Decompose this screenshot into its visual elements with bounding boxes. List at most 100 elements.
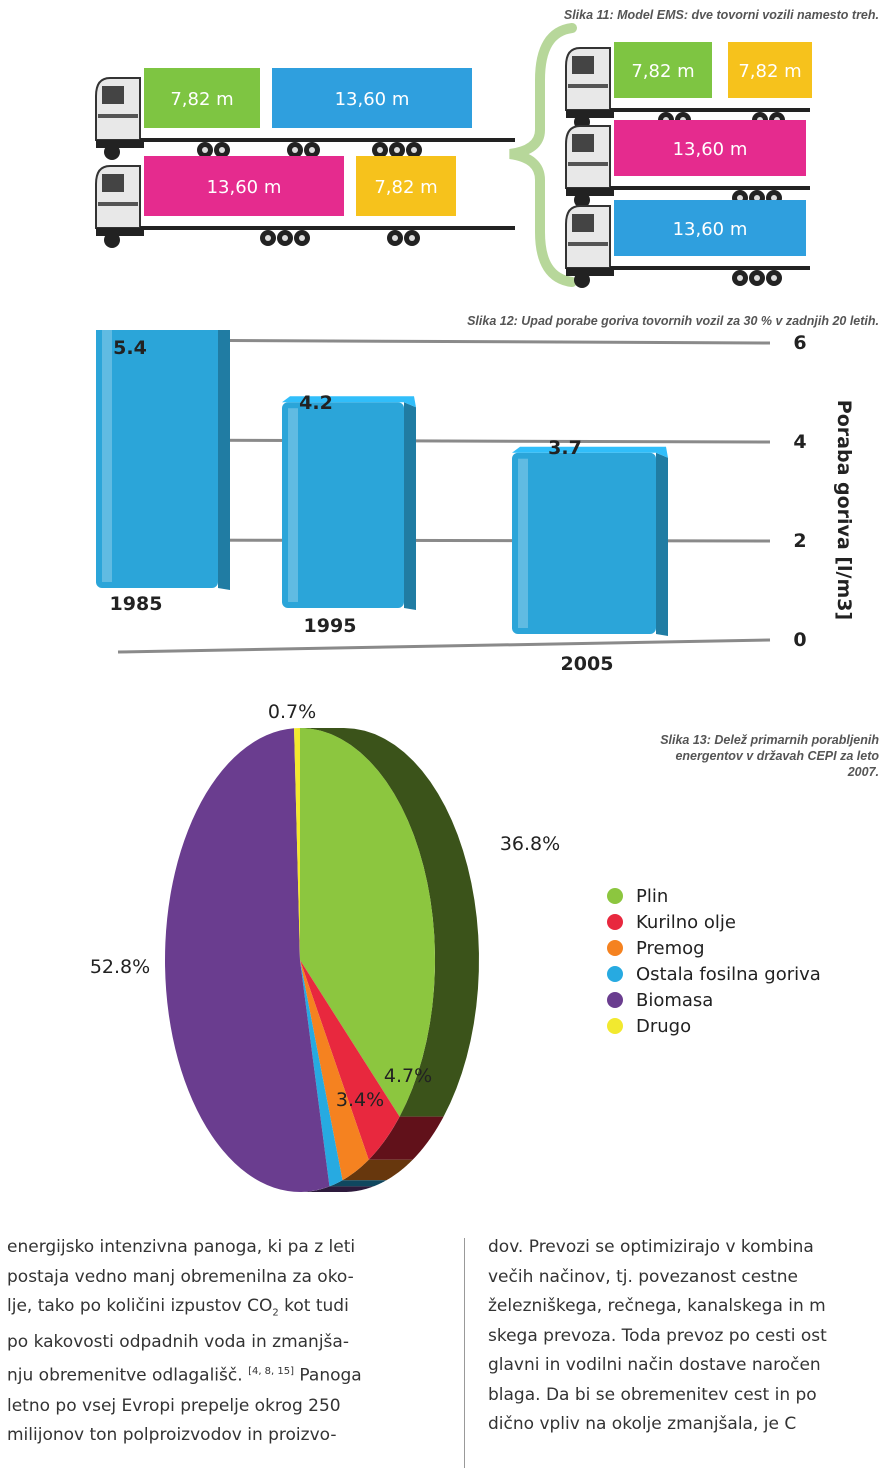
- figure-11-trucks-diagram: 7,82 m 13,60 m13,60 m 7,82 m7,82 m 7,82 m13…: [95, 23, 812, 288]
- figure-12-bar-chart: 0 2 4 6 Poraba goriva [l/m3] 5.4 1985 4.2 1995 3.…: [96, 330, 855, 675]
- text-line: skega prevoza. Toda prevoz po cesti ost: [488, 1325, 827, 1346]
- legend-marker: [607, 888, 623, 904]
- trailer-box: [144, 68, 260, 128]
- text-line: dično vpliv na okolje zmanjšala, je C: [488, 1414, 797, 1434]
- bar-side: [218, 330, 230, 590]
- wheel-hub: [754, 275, 760, 281]
- wheel: [104, 144, 120, 160]
- text-line: blaga. Da bi se obremenitev cest in po: [488, 1384, 817, 1405]
- pie-value-label: 3.4%: [336, 1089, 384, 1111]
- road-train: 7,82 m 13,60 m: [95, 68, 515, 160]
- bar-front: [512, 452, 656, 634]
- truck: 13,60 m: [565, 120, 810, 208]
- trailer-box: [356, 156, 456, 216]
- text-line: dov. Prevozi se optimizirajo v kombina: [488, 1237, 814, 1257]
- pie-slice: [300, 960, 400, 1160]
- x-category-label: 1995: [304, 615, 357, 637]
- pie-side: [300, 728, 479, 1117]
- legend-marker: [607, 914, 623, 930]
- figure-13-pie-chart: 36.8% 4.7%3.4% 52.8% 0.7% Plin Kurilno olje Pr…: [90, 701, 821, 1192]
- bar: [96, 330, 230, 590]
- bar-value-label: 5.4: [113, 337, 147, 359]
- body-text-left-column: energijsko intenzivna panoga, ki pa z le…: [7, 1233, 441, 1451]
- wheel-hub: [377, 147, 383, 153]
- chassis: [140, 226, 515, 230]
- wheel-hub: [771, 275, 777, 281]
- cab-window: [572, 134, 594, 152]
- trailer-length-label: 7,82 m: [170, 89, 233, 110]
- pie-slice: [300, 960, 369, 1181]
- y-tick-label: 0: [793, 629, 806, 651]
- figure-13-caption: Slika 13: Delež primarnih porabljenih en…: [660, 733, 879, 779]
- wheel-hub: [292, 147, 298, 153]
- pie-side: [300, 1186, 374, 1192]
- bar-highlight: [518, 458, 528, 628]
- bar-side: [656, 452, 668, 636]
- legend-marker: [607, 940, 623, 956]
- bar-top: [512, 446, 668, 458]
- legend-marker: [607, 1018, 623, 1034]
- trailer-length-label: 13,60 m: [207, 177, 282, 198]
- x-category-label: 2005: [561, 653, 614, 675]
- legend-label: Ostala fosilna goriva: [636, 964, 821, 985]
- bar-front: [282, 402, 404, 608]
- road-train: 13,60 m 7,82 m: [95, 156, 515, 248]
- y-tick-label: 2: [793, 530, 806, 552]
- cab-window: [102, 86, 124, 104]
- wheel-hub: [299, 235, 305, 241]
- cab-window: [572, 214, 594, 232]
- legend-label: Drugo: [636, 1016, 691, 1037]
- pie-value-label: 0.7%: [268, 701, 316, 723]
- bar: [282, 396, 416, 610]
- trailer-box: [728, 42, 812, 98]
- bar: [512, 446, 668, 636]
- chassis: [610, 108, 810, 112]
- figure-12-caption: Slika 12: Upad porabe goriva tovornih vo…: [467, 314, 879, 328]
- text-line: milijonov ton polproizvodov in proizvo-: [7, 1425, 337, 1446]
- text-line: energijsko intenzivna panoga, ki pa z le…: [7, 1237, 356, 1257]
- legend-label: Premog: [636, 938, 705, 959]
- body-text-right-column: dov. Prevozi se optimizirajo v kombina v…: [488, 1233, 885, 1440]
- cab-grille: [98, 114, 138, 118]
- legend-marker: [607, 966, 623, 982]
- pie-side: [329, 1180, 387, 1187]
- wheel-hub: [771, 195, 777, 201]
- bar-highlight: [288, 408, 298, 602]
- trailer-length-label: 7,82 m: [374, 177, 437, 198]
- y-axis-label: Poraba goriva [l/m3]: [833, 400, 855, 620]
- pie-legend: Plin Kurilno olje Premog Ostala fosilna gor…: [607, 886, 821, 1037]
- gridline: [117, 638, 771, 654]
- text-line: železniškega, rečnega, kanalskega in m: [488, 1296, 826, 1316]
- trailer-box: [614, 200, 806, 256]
- text-line-lead: nju obremenitve odlagališč.: [7, 1366, 243, 1387]
- wheel-hub: [219, 147, 225, 153]
- cab-grille: [98, 202, 138, 206]
- legend-label: Plin: [636, 886, 668, 907]
- pie-value-label: 4.7%: [384, 1065, 432, 1087]
- bar-value-label: 3.7: [548, 437, 582, 459]
- text-line: po kakovosti odpadnih voda in zmanjša-: [7, 1331, 349, 1352]
- text-line-tail: Panoga: [294, 1366, 362, 1387]
- cab-grille: [568, 84, 608, 88]
- pie-slice: [300, 728, 436, 1117]
- bar-highlight: [102, 330, 112, 582]
- wheel: [574, 192, 590, 208]
- trailer-length-label: 13,60 m: [673, 219, 748, 240]
- pie-value-label: 52.8%: [90, 956, 150, 978]
- pie-slice: [294, 728, 300, 960]
- text-line-co2: lje, tako po količini izpustov CO: [7, 1296, 273, 1316]
- text-line: postaja vedno manj obremenilna za oko-: [7, 1266, 354, 1287]
- legend-label: Kurilno olje: [636, 912, 736, 933]
- trailer-box: [614, 42, 712, 98]
- wheel-hub: [737, 275, 743, 281]
- cab-bumper: [96, 228, 144, 236]
- trailer-box: [614, 120, 806, 176]
- figure-11-caption: Slika 11: Model EMS: dve tovorni vozili …: [563, 8, 879, 22]
- wheel-hub: [737, 195, 743, 201]
- trailer-length-label: 13,60 m: [335, 89, 410, 110]
- pie-side: [368, 1116, 444, 1160]
- pie-slice: [300, 960, 343, 1187]
- text-line: nju obremenitve odlagališč. [4, 8, 15] P…: [7, 1357, 441, 1391]
- cab-bumper: [96, 140, 144, 148]
- bar-top: [282, 396, 416, 408]
